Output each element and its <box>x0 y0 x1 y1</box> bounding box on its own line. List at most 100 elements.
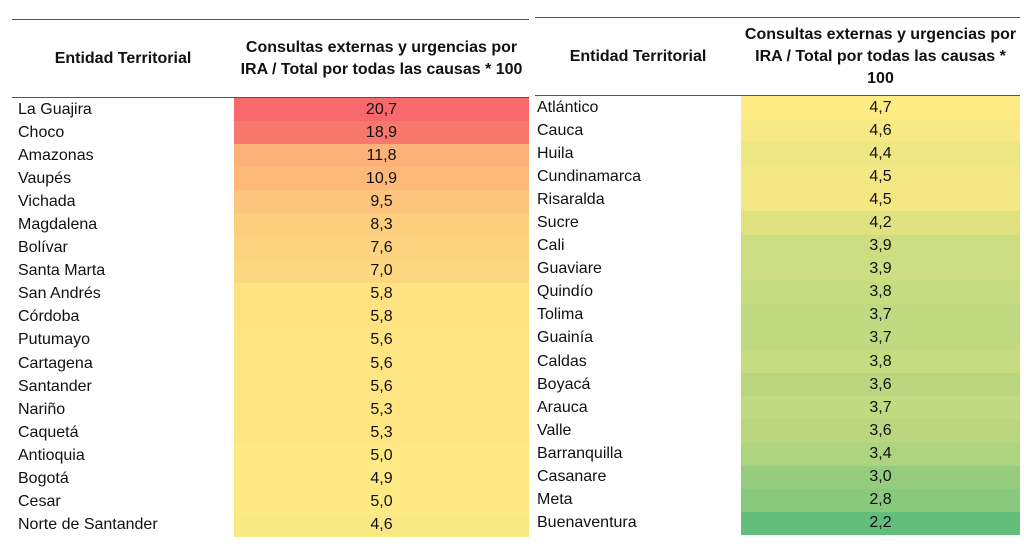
value-cell: 3,8 <box>741 350 1020 374</box>
table-row: Guainía 3,7 <box>535 326 1020 351</box>
metric-column-header: Consultas externas y urgencias por IRA /… <box>744 25 1017 87</box>
entity-column-header: Entidad Territorial <box>569 47 707 65</box>
value-cell: 3,4 <box>741 442 1020 466</box>
table-row: Norte de Santander 4,6 <box>12 513 529 537</box>
entity-cell: Guainía <box>537 329 594 347</box>
value-cell: 9,5 <box>234 190 529 214</box>
value-cell: 2,2 <box>741 511 1020 535</box>
value-cell: 4,9 <box>234 467 529 491</box>
table-row: Cundinamarca 4,5 <box>535 165 1020 189</box>
entity-cell: Choco <box>18 123 65 141</box>
entity-cell: Meta <box>537 491 573 509</box>
value-cell: 5,6 <box>234 328 529 353</box>
value-cell: 4,6 <box>741 119 1020 143</box>
entity-cell: Huila <box>537 144 574 162</box>
value-cell: 20,7 <box>234 98 529 122</box>
value-cell: 2,8 <box>741 488 1020 512</box>
value-cell: 4,2 <box>741 211 1020 235</box>
entity-cell: Magdalena <box>18 216 98 234</box>
table-row: Bogotá 4,9 <box>12 467 529 491</box>
entity-cell: Arauca <box>537 398 588 416</box>
value-cell: 3,9 <box>741 257 1020 281</box>
table-row: Cartagena 5,6 <box>12 352 529 376</box>
value-cell: 4,6 <box>234 513 529 537</box>
entity-cell: Norte de Santander <box>18 516 158 534</box>
table-row: Vaupés 10,9 <box>12 167 529 191</box>
entity-cell: Guaviare <box>537 260 602 278</box>
entity-cell: Amazonas <box>18 146 94 164</box>
entity-cell: Córdoba <box>18 308 80 326</box>
entity-cell: Cesar <box>18 493 61 511</box>
table-row: Boyacá 3,6 <box>535 373 1020 397</box>
entity-cell: San Andrés <box>18 285 101 303</box>
entity-cell: Atlántico <box>537 98 599 116</box>
table-row: San Andrés 5,8 <box>12 282 529 306</box>
entity-cell: Boyacá <box>537 375 591 393</box>
entity-cell: Tolima <box>537 306 584 324</box>
entity-cell: Buenaventura <box>537 514 637 532</box>
right-table: Entidad Territorial Consultas externas y… <box>535 17 1020 535</box>
entity-cell: Caldas <box>537 352 587 370</box>
table-row: Cali 3,9 <box>535 234 1020 258</box>
value-cell: 4,5 <box>741 165 1020 189</box>
table-row: Tolima 3,7 <box>535 303 1020 327</box>
table-body: Atlántico 4,7 Cauca 4,6 Huila 4,4 Cundinamarca… <box>535 96 1020 535</box>
value-cell: 5,3 <box>234 421 529 445</box>
table-row: Amazonas 11,8 <box>12 144 529 168</box>
entity-cell: Cundinamarca <box>537 167 642 185</box>
value-cell: 3,9 <box>741 234 1020 258</box>
entity-cell: Cali <box>537 237 565 255</box>
table-row: Valle 3,6 <box>535 419 1020 443</box>
value-cell: 4,4 <box>741 142 1020 166</box>
entity-cell: Bogotá <box>18 470 69 488</box>
table-row: Santa Marta 7,0 <box>12 259 529 283</box>
value-cell: 7,6 <box>234 236 529 260</box>
value-cell: 3,7 <box>741 396 1020 420</box>
left-table: Entidad Territorial Consultas externas y… <box>12 19 529 537</box>
value-cell: 5,6 <box>234 375 529 399</box>
value-cell: 4,7 <box>741 96 1020 120</box>
value-cell: 5,0 <box>234 490 529 514</box>
value-cell: 10,9 <box>234 167 529 191</box>
value-cell: 5,8 <box>234 305 529 329</box>
value-cell: 4,5 <box>741 188 1020 212</box>
entity-cell: Santander <box>18 377 92 395</box>
value-cell: 3,6 <box>741 373 1020 397</box>
value-cell: 5,8 <box>234 282 529 306</box>
entity-cell: Caquetá <box>18 423 79 441</box>
entity-cell: La Guajira <box>18 100 92 118</box>
table-row: Caldas 3,8 <box>535 350 1020 374</box>
value-cell: 7,0 <box>234 259 529 283</box>
entity-cell: Barranquilla <box>537 444 623 462</box>
table-row: Buenaventura 2,2 <box>535 511 1020 535</box>
table-body: La Guajira 20,7 Choco 18,9 Amazonas 11,8 Vaupé… <box>12 98 529 537</box>
entity-cell: Vaupés <box>18 169 72 187</box>
table-row: Arauca 3,7 <box>535 396 1020 420</box>
table-row: Antioquia 5,0 <box>12 444 529 468</box>
value-cell: 18,9 <box>234 121 529 145</box>
table-row: Choco 18,9 <box>12 121 529 145</box>
value-cell: 8,3 <box>234 213 529 237</box>
value-cell: 5,6 <box>234 352 529 376</box>
entity-column-header: Entidad Territorial <box>54 49 192 67</box>
entity-cell: Cauca <box>537 121 584 139</box>
value-cell: 5,0 <box>234 444 529 468</box>
value-cell: 3,6 <box>741 419 1020 443</box>
table-row: Sucre 4,2 <box>535 211 1020 235</box>
entity-cell: Valle <box>537 421 572 439</box>
table-row: Barranquilla 3,4 <box>535 442 1020 466</box>
entity-cell: Antioquia <box>18 446 85 464</box>
table-row: Cesar 5,0 <box>12 490 529 514</box>
value-cell: 5,3 <box>234 398 529 422</box>
value-cell: 3,7 <box>741 326 1020 351</box>
table-header: Entidad Territorial Consultas externas y… <box>12 19 529 98</box>
table-row: Vichada 9,5 <box>12 190 529 214</box>
entity-cell: Casanare <box>537 468 607 486</box>
value-cell: 3,8 <box>741 280 1020 304</box>
table-row: Nariño 5,3 <box>12 398 529 422</box>
table-row: Huila 4,4 <box>535 142 1020 166</box>
entity-cell: Santa Marta <box>18 262 106 280</box>
table-row: Meta 2,8 <box>535 488 1020 512</box>
entity-cell: Cartagena <box>18 354 93 372</box>
table-row: Putumayo 5,6 <box>12 328 529 353</box>
